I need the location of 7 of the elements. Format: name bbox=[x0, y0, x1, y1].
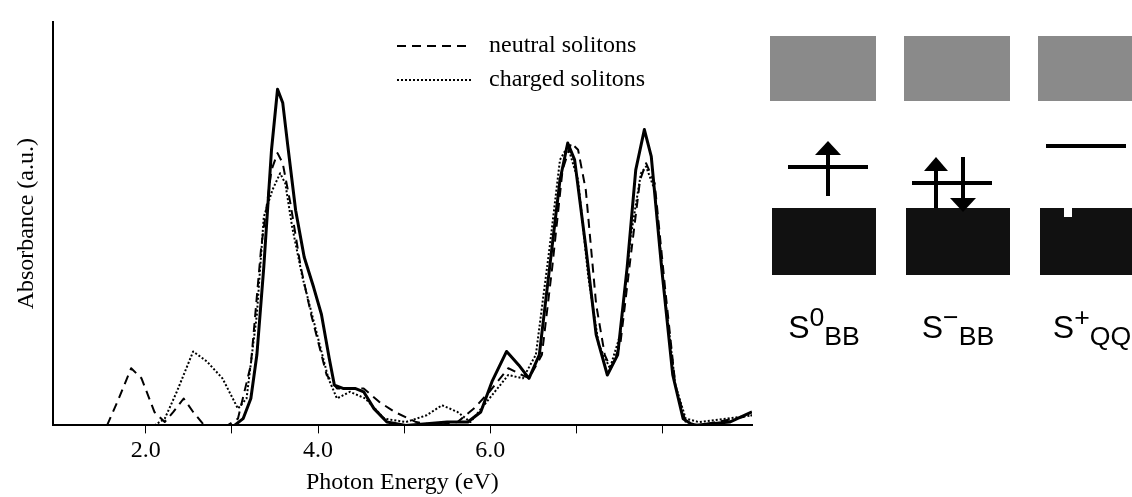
x-tick-label: 4.0 bbox=[303, 436, 334, 463]
legend-label: neutral solitons bbox=[489, 31, 637, 58]
legend-label: charged solitons bbox=[489, 65, 646, 92]
x-tick-label: 2.0 bbox=[130, 436, 161, 463]
x-axis-title: Photon Energy (eV) bbox=[305, 467, 499, 494]
x-tick-label: 6.0 bbox=[475, 436, 506, 463]
y-axis-title: Absorbance (a.u.) bbox=[11, 138, 38, 310]
